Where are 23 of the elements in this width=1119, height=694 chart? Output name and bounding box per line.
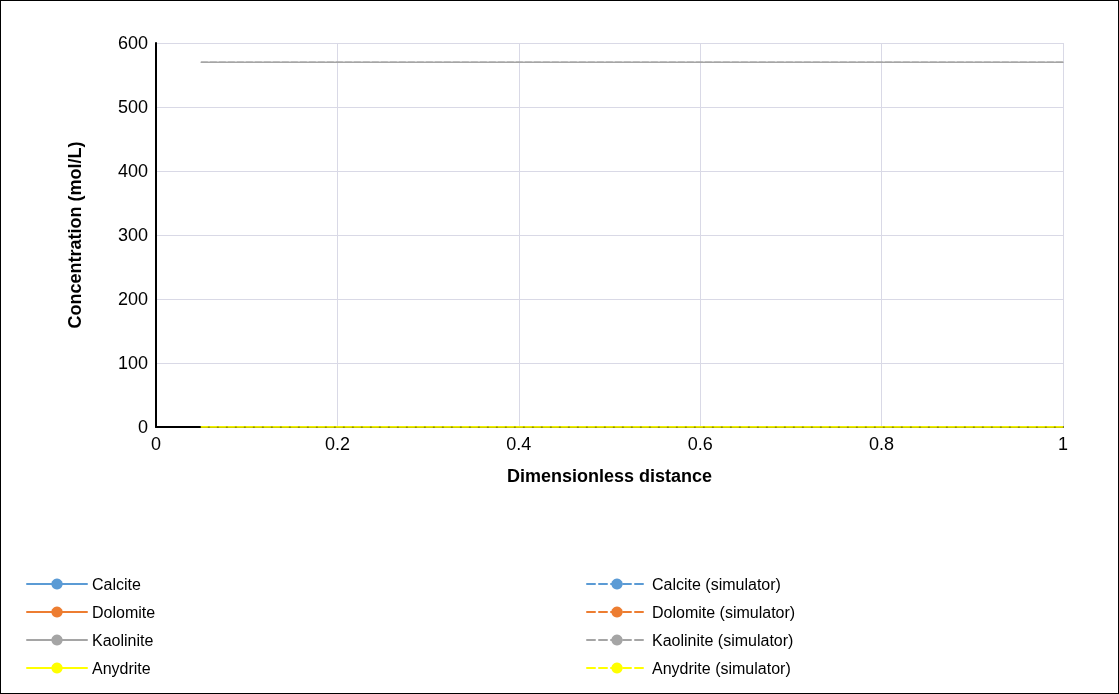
legend-label: Dolomite: [92, 603, 156, 621]
y-axis-title: Concentration (mol/L): [65, 141, 85, 329]
legend-label: Anydrite (simulator): [652, 659, 791, 677]
y-tick-label: 600: [117, 33, 148, 53]
x-tick-label: 0.4: [506, 434, 532, 454]
y-tick-label: 100: [117, 353, 148, 373]
y-tick-label: 0: [137, 417, 148, 437]
y-tick-label: 400: [117, 161, 148, 181]
x-tick-label: 0.2: [324, 434, 350, 454]
legend-label: Kaolinite: [92, 631, 154, 649]
x-tick-label: 0.6: [687, 434, 713, 454]
x-tick-label: 0: [150, 434, 162, 454]
y-tick-label: 500: [117, 97, 148, 117]
x-axis-title: Dimensionless distance: [506, 466, 713, 486]
y-tick-label: 200: [117, 289, 148, 309]
legend-label: Calcite (simulator): [652, 575, 781, 593]
legend-label: Calcite: [92, 575, 142, 593]
x-tick-label: 0.8: [869, 434, 895, 454]
legend-label: Dolomite (simulator): [652, 603, 796, 621]
x-tick-label: 1: [1057, 434, 1069, 454]
y-tick-label: 300: [117, 225, 148, 245]
legend-label: Anydrite: [92, 659, 151, 677]
legend-label: Kaolinite (simulator): [652, 631, 794, 649]
